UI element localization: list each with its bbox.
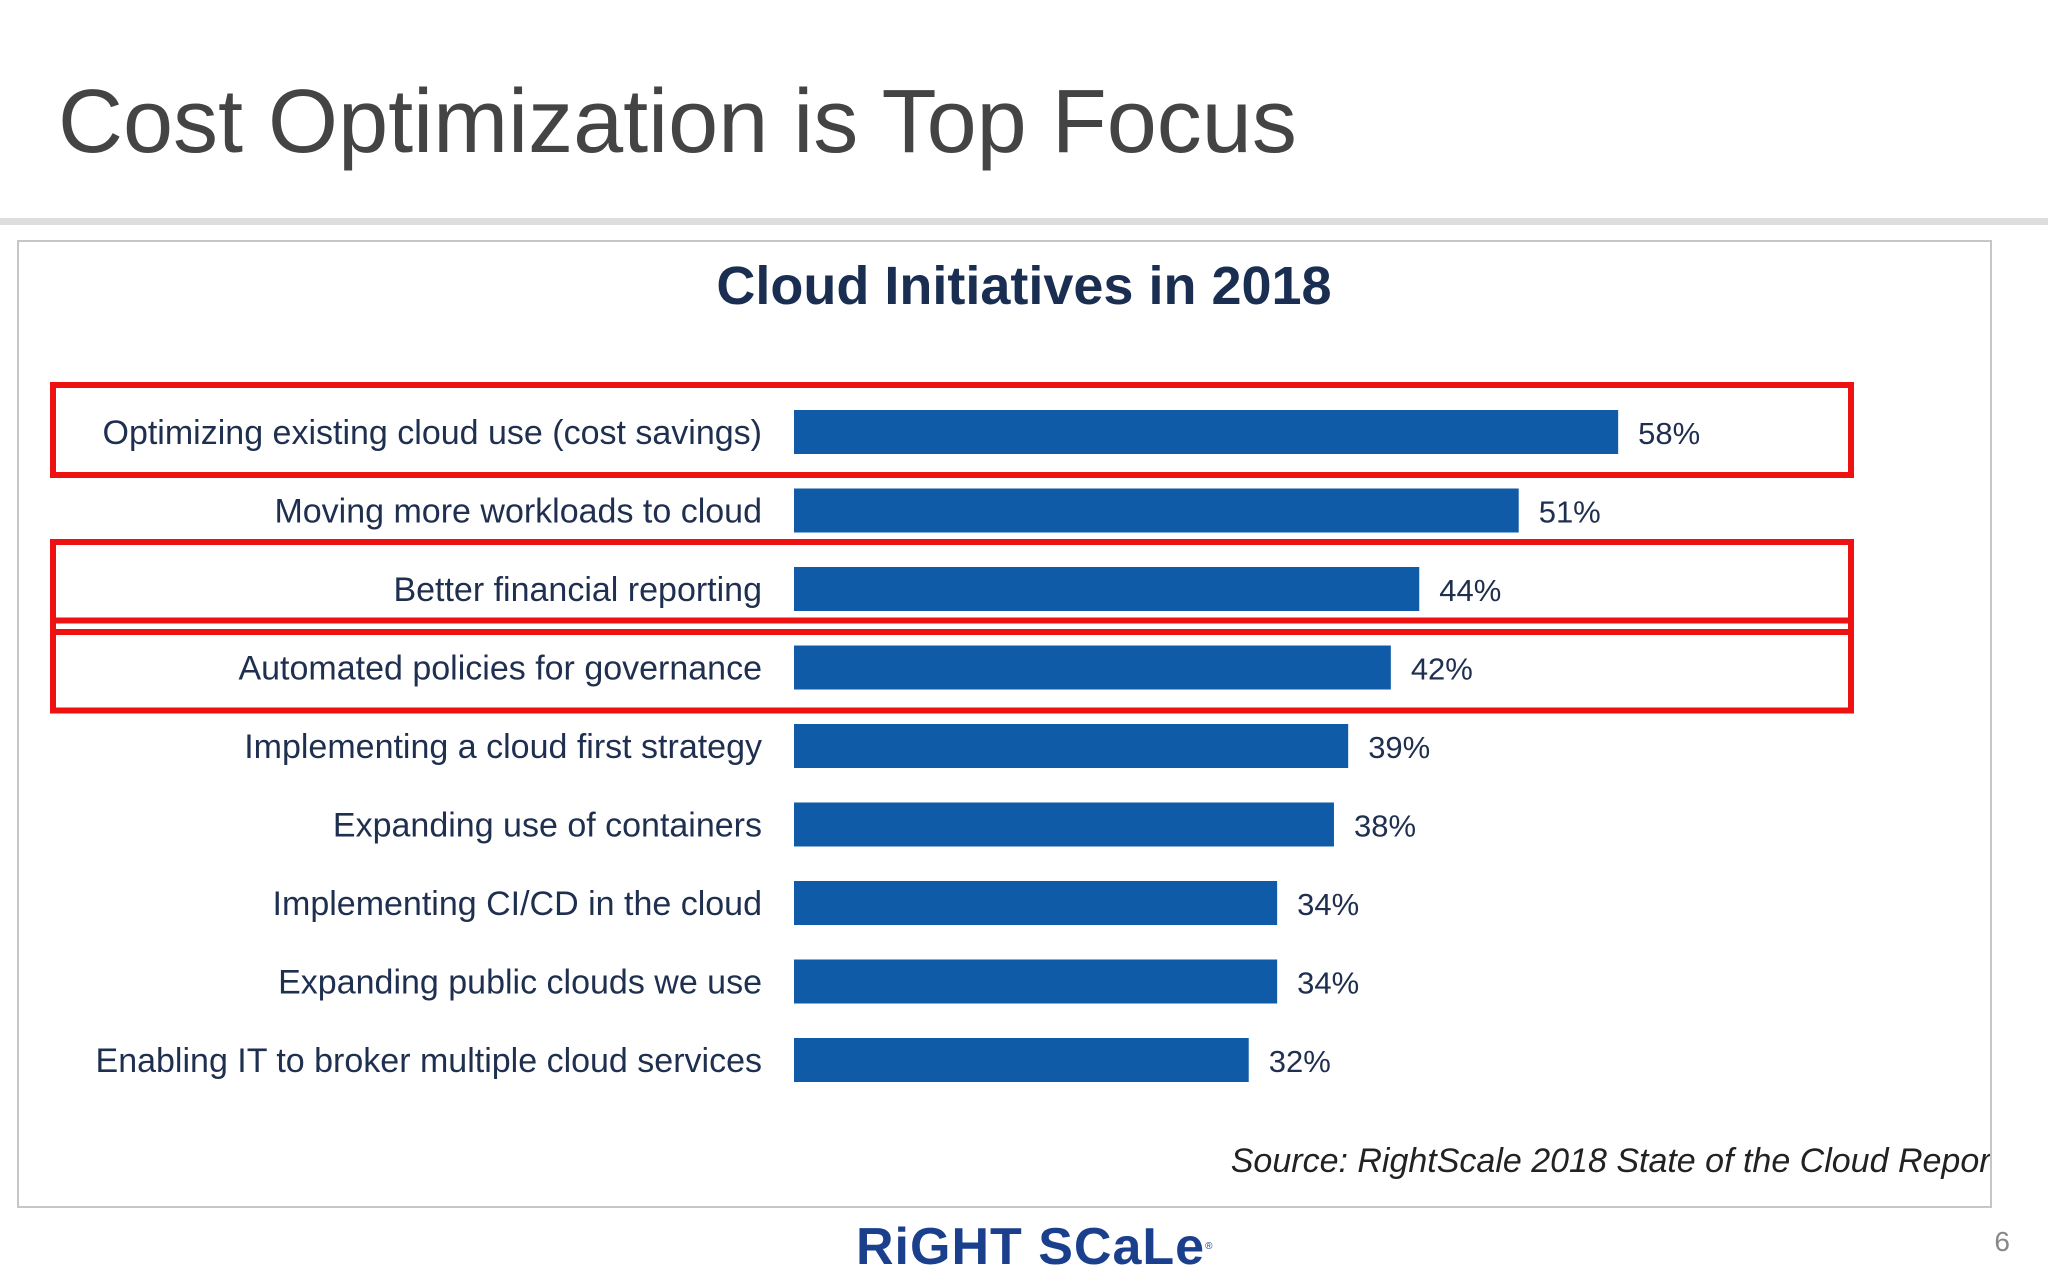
registered-mark: ® (1205, 1241, 1214, 1252)
logo-wordmark: RiGHT SCaLe (856, 1218, 1206, 1276)
rightscale-logo: RiGHT SCaLe® (856, 1221, 1214, 1273)
bar (794, 959, 1278, 1004)
bar (794, 1038, 1249, 1082)
bar (794, 881, 1278, 925)
value-label: 39% (1368, 730, 1430, 765)
page-number: 6 (1994, 1226, 2010, 1257)
category-label: Better financial reporting (393, 571, 762, 609)
slide-title: Cost Optimization is Top Focus (58, 72, 1297, 172)
category-label: Expanding use of containers (333, 807, 762, 845)
bar (794, 724, 1349, 768)
value-label: 32% (1269, 1044, 1331, 1079)
value-label: 44% (1439, 573, 1501, 608)
category-label: Implementing CI/CD in the cloud (273, 885, 762, 923)
category-label: Expanding public clouds we use (278, 964, 762, 1002)
bar (794, 802, 1334, 847)
chart-title: Cloud Initiatives in 2018 (716, 256, 1331, 316)
chart-panel: Cloud Initiatives in 2018 Optimizing exi… (17, 240, 1992, 1208)
cloud-initiatives-chart: Cloud Initiatives in 2018 Optimizing exi… (50, 256, 1990, 1180)
category-label: Enabling IT to broker multiple cloud ser… (96, 1042, 762, 1080)
value-label: 42% (1411, 652, 1473, 687)
title-divider (0, 218, 2048, 225)
category-label: Automated policies for governance (238, 650, 762, 688)
bar (794, 567, 1420, 611)
category-label: Implementing a cloud first strategy (244, 728, 762, 766)
chart-source: Source: RightScale 2018 State of the Clo… (1231, 1142, 1990, 1180)
bar (794, 645, 1391, 690)
bar (794, 488, 1519, 533)
value-label: 58% (1638, 416, 1700, 451)
value-label: 38% (1354, 809, 1416, 844)
highlight-box (50, 617, 1854, 714)
bar (794, 410, 1619, 454)
value-label: 51% (1539, 495, 1601, 530)
category-label: Moving more workloads to cloud (274, 493, 762, 531)
value-label: 34% (1297, 966, 1359, 1001)
highlight-box (50, 382, 1854, 478)
highlight-box (50, 539, 1854, 635)
value-label: 34% (1297, 887, 1359, 922)
category-label: Optimizing existing cloud use (cost savi… (103, 414, 763, 452)
